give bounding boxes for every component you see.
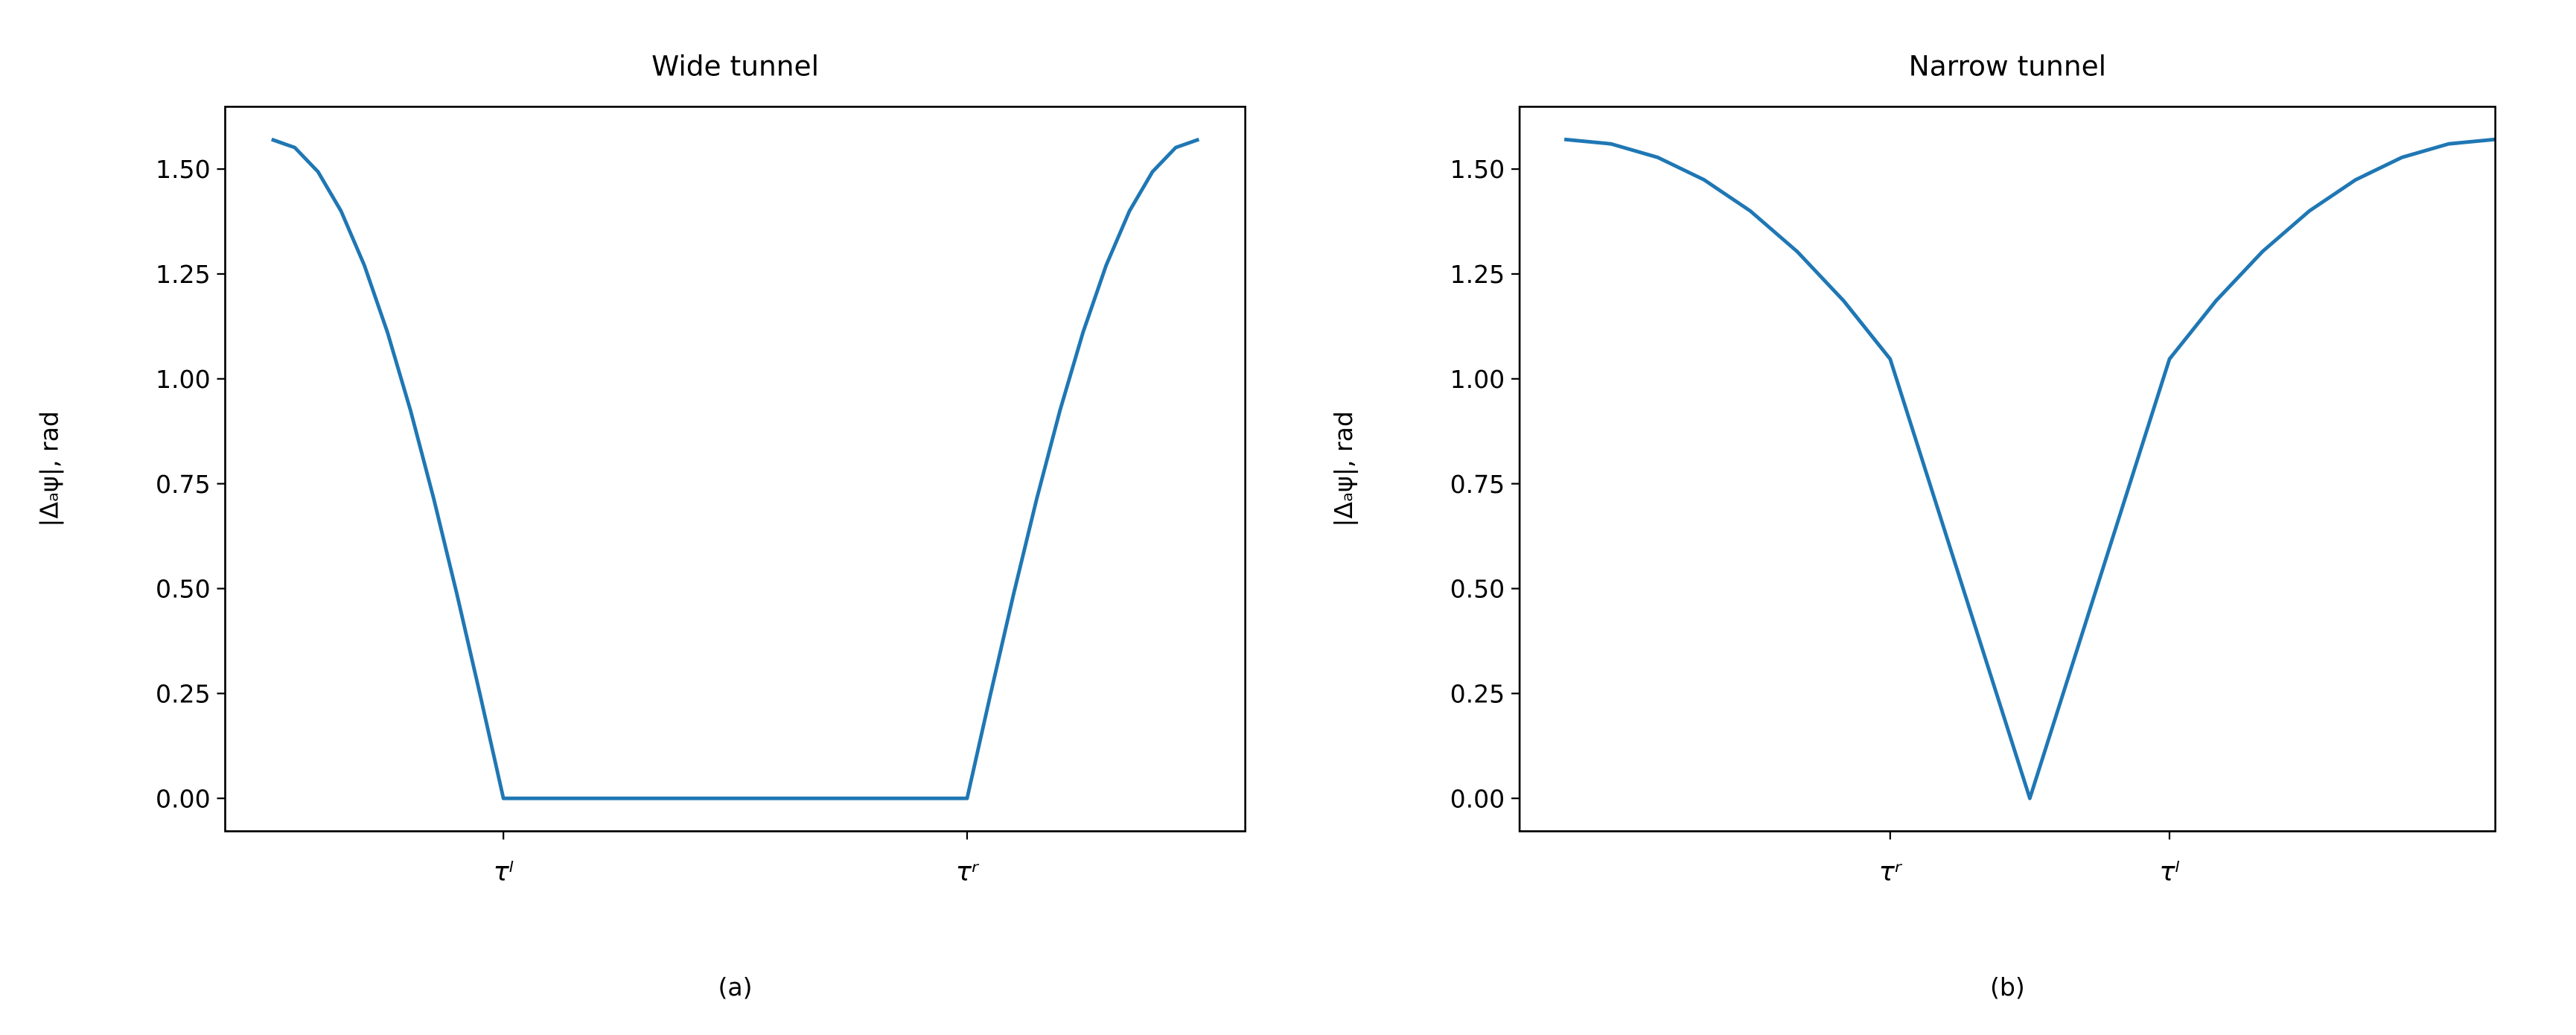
y-tick-label: 1.00 [1450, 365, 1505, 394]
axes-frame [224, 106, 1246, 832]
y-tick-label: 1.25 [156, 260, 211, 289]
x-tick-label: τʳ [956, 857, 980, 888]
y-tick-label: 0.75 [1450, 470, 1505, 499]
y-tick-label: 0.00 [156, 784, 211, 813]
y-tick-label: 1.25 [1450, 260, 1505, 289]
x-tick-label: τʳ [1879, 857, 1903, 888]
y-tick-label: 0.25 [1450, 679, 1505, 708]
caption: (a) [718, 972, 753, 1001]
data-line [1563, 137, 2496, 800]
y-tick-label: 0.00 [1450, 784, 1505, 813]
y-axis-label: |Δₐψ|, rad [1329, 411, 1358, 527]
y-axis-label: |Δₐψ|, rad [34, 411, 63, 527]
y-tick-label: 1.50 [1450, 155, 1505, 184]
y-tick-label: 1.00 [156, 365, 211, 394]
data-line [270, 137, 1200, 800]
y-tick-label: 0.75 [156, 470, 211, 499]
x-tick-label: τˡ [494, 857, 514, 888]
y-tick-label: 0.50 [1450, 575, 1505, 604]
chart-title: Narrow tunnel [1909, 49, 2106, 82]
caption: (b) [1990, 972, 2025, 1001]
x-tick-label: τˡ [2159, 857, 2179, 888]
y-tick-label: 0.25 [156, 679, 211, 708]
y-tick-label: 1.50 [156, 155, 211, 184]
y-tick-label: 0.50 [156, 575, 211, 604]
chart-title: Wide tunnel [651, 49, 819, 82]
axes-frame [1518, 106, 2496, 832]
